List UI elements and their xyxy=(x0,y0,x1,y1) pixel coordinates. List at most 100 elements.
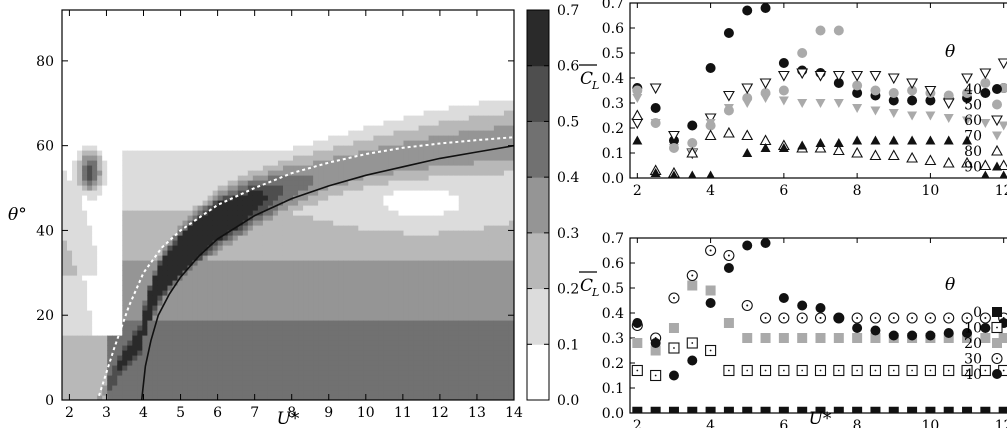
heat-cell xyxy=(112,135,118,141)
heat-cell xyxy=(97,385,103,391)
heat-cell xyxy=(172,340,179,346)
heat-cell xyxy=(187,350,194,356)
heat-cell xyxy=(348,380,354,386)
heat-cell xyxy=(167,275,174,281)
heat-cell xyxy=(122,395,128,400)
heat-cell xyxy=(293,180,299,186)
heat-cell xyxy=(303,165,309,171)
heat-cell xyxy=(242,370,249,376)
heat-cell xyxy=(122,230,128,236)
heat-cell xyxy=(182,260,189,266)
heat-cell xyxy=(112,125,118,131)
heat-cell xyxy=(132,90,138,96)
heat-cell xyxy=(112,200,118,206)
heat-cell xyxy=(262,255,269,261)
heat-cell xyxy=(272,290,279,296)
heat-cell xyxy=(288,275,294,281)
heat-cell xyxy=(187,270,194,276)
heat-cell xyxy=(102,35,108,41)
heat-cell xyxy=(308,40,314,46)
heat-cell xyxy=(363,115,369,121)
heat-cell xyxy=(132,240,138,246)
heat-cell xyxy=(137,285,143,291)
heat-cell xyxy=(72,275,78,281)
heat-cell xyxy=(222,380,229,386)
heat-cell xyxy=(197,195,204,201)
heat-cell xyxy=(247,295,254,301)
heat-cell xyxy=(122,90,128,96)
heat-cell xyxy=(383,385,390,391)
heat-cell xyxy=(353,165,359,171)
heat-cell xyxy=(378,145,385,151)
heat-cell xyxy=(202,300,209,306)
heat-cell xyxy=(252,300,259,306)
heat-cell xyxy=(227,10,234,16)
heat-cell xyxy=(353,210,359,216)
heat-cell xyxy=(257,110,264,116)
heat-cell xyxy=(378,130,385,136)
heat-cell xyxy=(262,25,269,31)
heat-cell xyxy=(212,60,219,66)
heat-cell xyxy=(237,80,244,86)
heat-cell xyxy=(232,35,239,41)
heat-cell xyxy=(87,95,93,101)
heat-cell xyxy=(197,140,204,146)
heat-cell xyxy=(122,50,128,56)
heat-cell xyxy=(298,360,304,366)
heat-cell xyxy=(102,65,108,71)
heat-cell xyxy=(343,110,349,116)
heat-cell xyxy=(222,260,229,266)
heat-cell xyxy=(293,50,299,56)
heat-cell xyxy=(77,245,83,251)
heat-cell xyxy=(112,360,118,366)
heat-cell xyxy=(282,280,289,286)
heat-cell xyxy=(308,220,314,226)
heat-cell xyxy=(122,155,128,161)
heat-cell xyxy=(277,30,284,36)
heat-cell xyxy=(67,290,73,296)
heat-cell xyxy=(72,70,78,76)
heat-cell xyxy=(127,340,133,346)
heat-cell xyxy=(92,275,98,281)
heat-cell xyxy=(368,290,374,296)
heat-cell xyxy=(358,150,364,156)
heat-cell xyxy=(192,270,199,276)
heat-cell xyxy=(172,205,179,211)
heat-cell xyxy=(117,200,123,206)
heat-cell xyxy=(92,250,98,256)
heat-cell xyxy=(232,195,239,201)
heat-cell xyxy=(67,330,73,336)
heat-cell xyxy=(117,355,123,361)
heat-cell xyxy=(187,230,194,236)
heat-cell xyxy=(272,130,279,136)
heat-cell xyxy=(107,185,113,191)
heat-cell xyxy=(212,180,219,186)
heat-cell xyxy=(147,225,153,231)
heat-cell xyxy=(353,225,359,231)
heat-cell xyxy=(62,195,68,201)
heat-cell xyxy=(132,195,138,201)
heat-cell xyxy=(277,35,284,41)
heat-cell xyxy=(328,170,334,176)
heat-cell xyxy=(348,365,354,371)
heat-cell xyxy=(323,190,329,196)
heat-cell xyxy=(202,50,209,56)
heat-cell xyxy=(62,275,68,281)
heat-cell xyxy=(162,315,169,321)
heat-cell xyxy=(313,75,319,81)
heat-cell xyxy=(202,95,209,101)
heat-cell xyxy=(222,125,229,131)
heat-cell xyxy=(348,90,354,96)
heat-cell xyxy=(282,305,289,311)
heat-cell xyxy=(132,150,138,156)
heat-cell xyxy=(202,120,209,126)
heat-cell xyxy=(262,270,269,276)
heat-cell xyxy=(102,100,108,106)
heat-cell xyxy=(217,140,224,146)
heat-cell xyxy=(167,45,174,51)
heat-cell xyxy=(92,325,98,331)
heat-cell xyxy=(97,30,103,36)
heat-cell xyxy=(257,240,264,246)
heat-cell xyxy=(122,330,128,336)
heat-cell xyxy=(207,180,214,186)
